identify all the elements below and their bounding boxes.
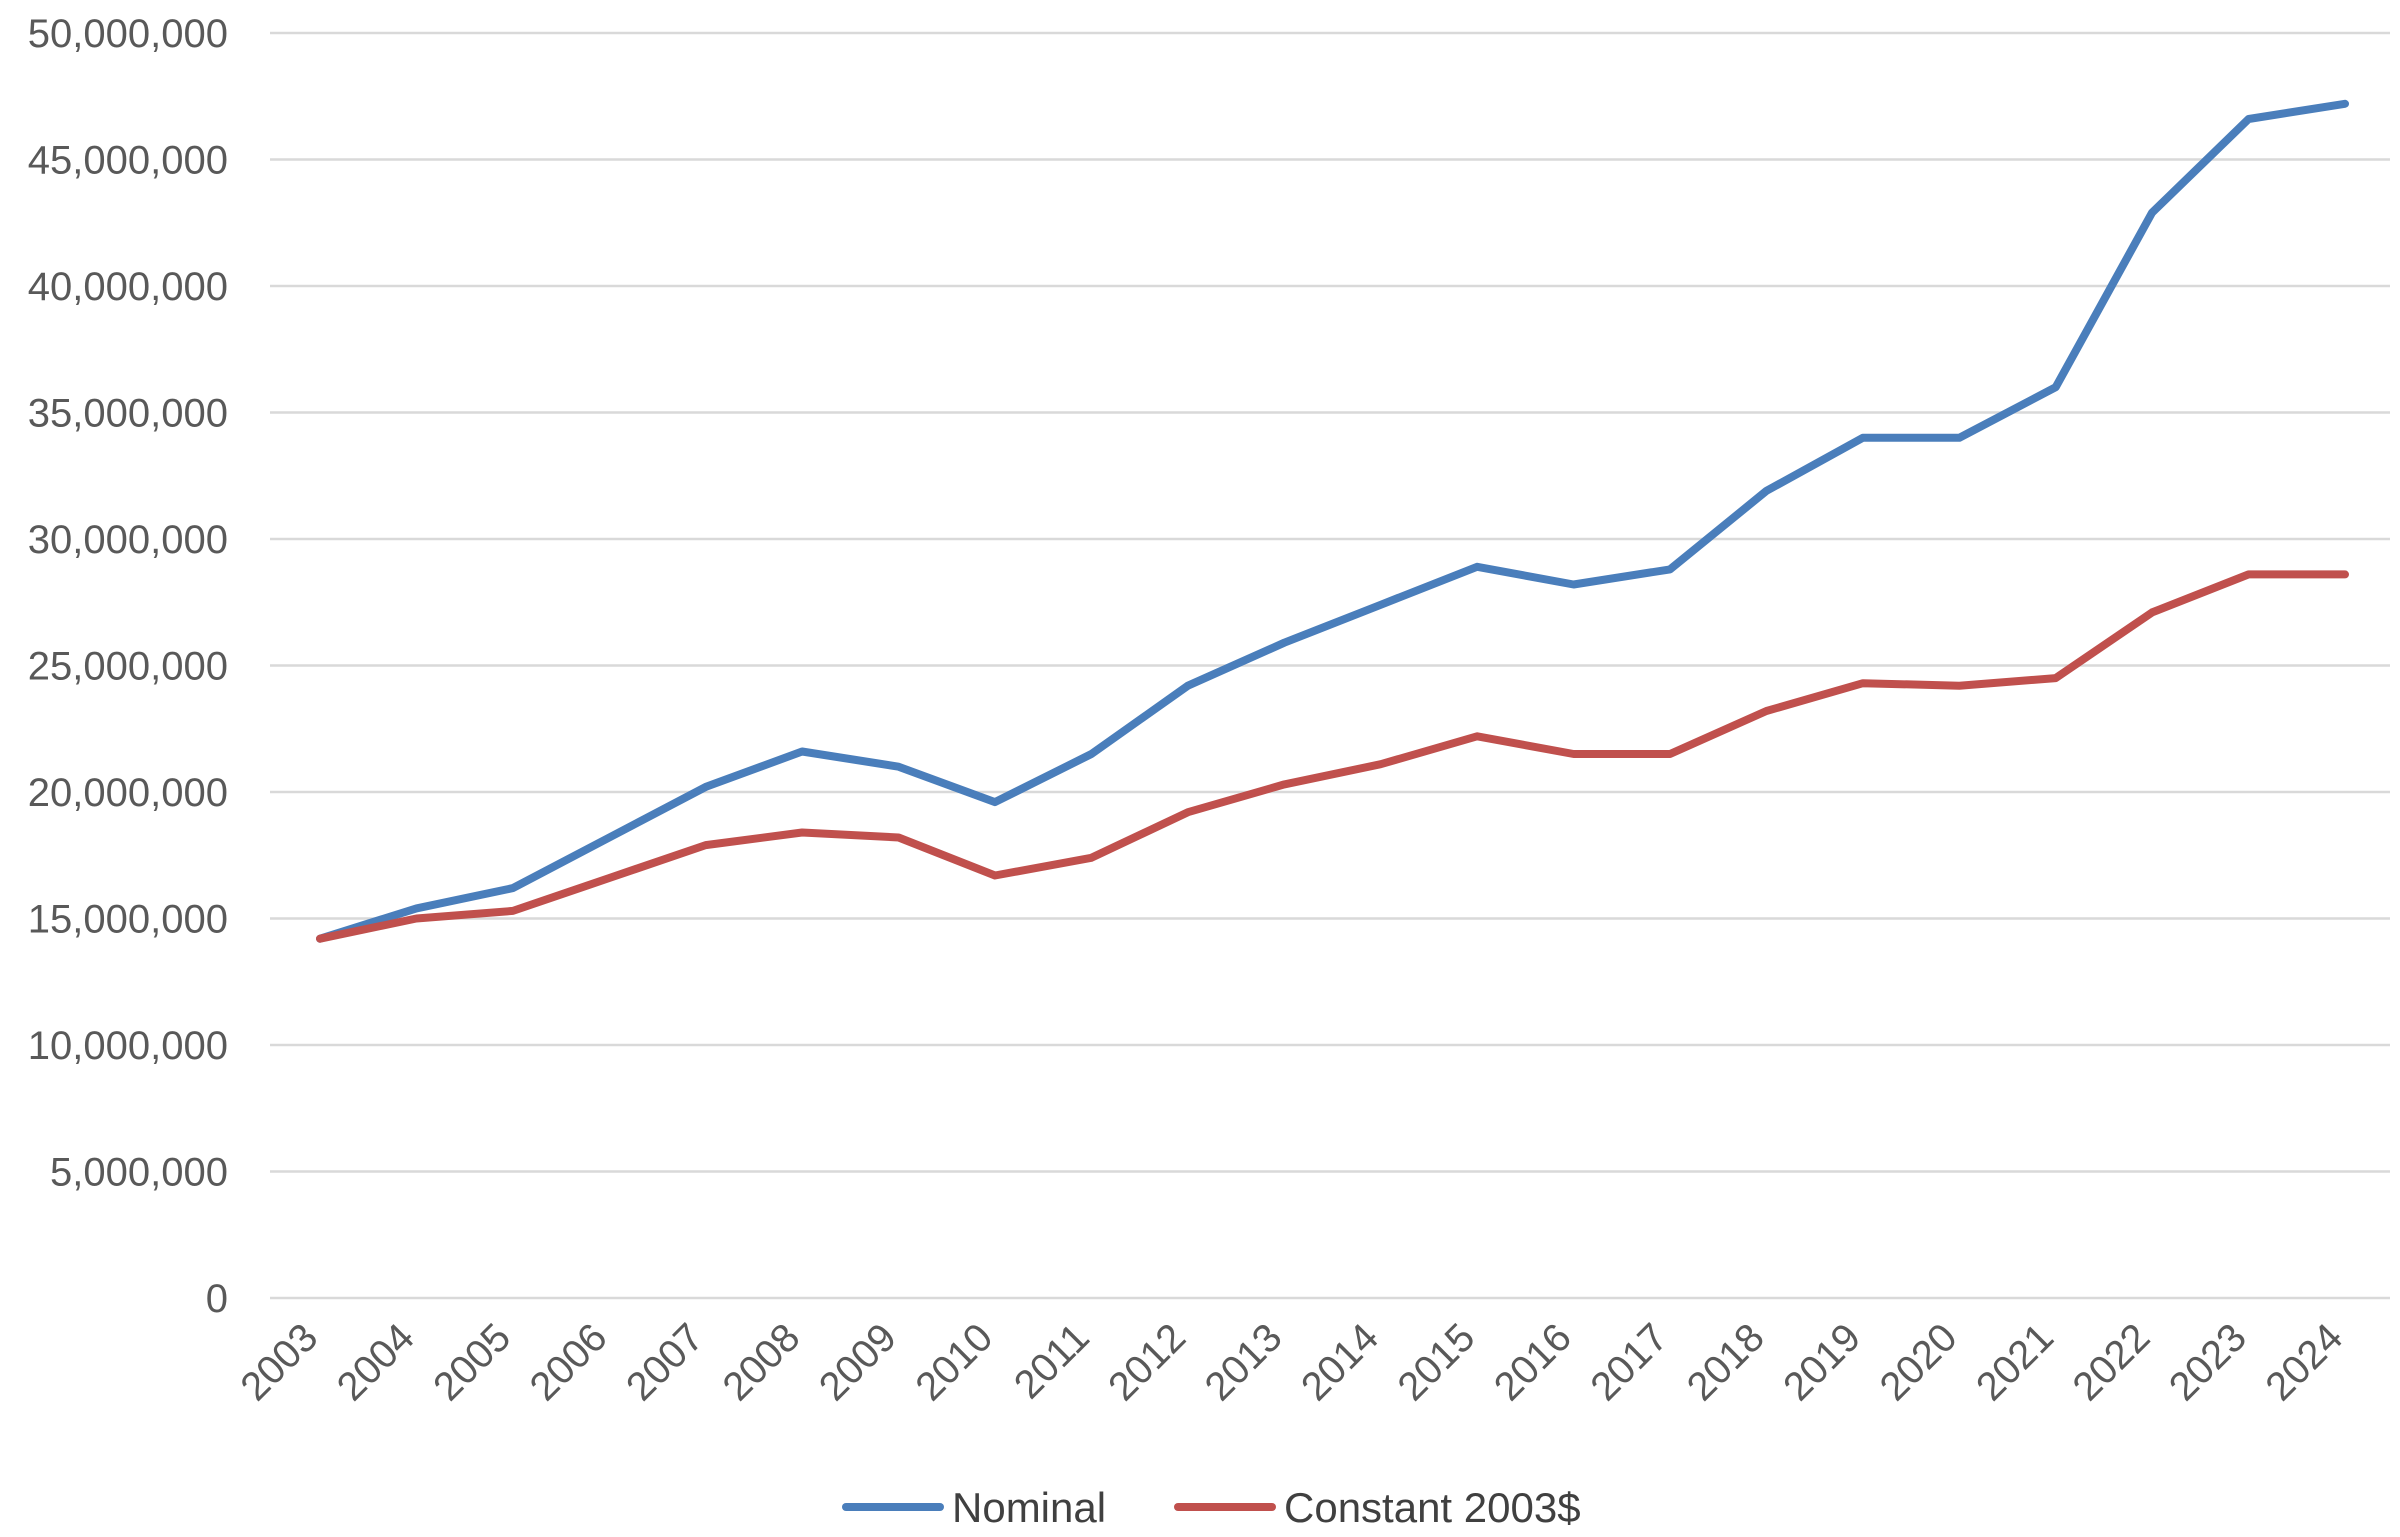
- x-tick-label: 2011: [1006, 1315, 1098, 1407]
- y-tick-label: 5,000,000: [50, 1151, 228, 1195]
- series-lines: [316, 99, 2349, 943]
- x-tick-label: 2018: [1679, 1315, 1773, 1409]
- x-tick-label: 2012: [1100, 1315, 1194, 1409]
- legend: Nominal Constant 2003$: [842, 1484, 1581, 1531]
- x-tick-label: 2008: [714, 1315, 808, 1409]
- x-tick-label: 2016: [1486, 1315, 1580, 1409]
- x-axis-ticks: 2003 2004 2005 2006 2007 2008 2009 2010 2011 2012…: [232, 1315, 2351, 1409]
- x-tick-label: 2023: [2161, 1315, 2255, 1409]
- gridlines: [270, 31, 2390, 1300]
- y-tick-label: 20,000,000: [28, 771, 228, 815]
- x-tick-label: 2006: [522, 1315, 616, 1409]
- x-tick-label: 2014: [1293, 1315, 1387, 1409]
- y-tick-label: 25,000,000: [28, 645, 228, 689]
- y-tick-label: 50,000,000: [28, 12, 228, 56]
- x-tick-label: 2009: [811, 1315, 905, 1409]
- y-axis-ticks: 0 5,000,000 10,000,000 15,000,000 20,000,000…: [28, 12, 228, 1321]
- x-tick-label: 2007: [618, 1315, 712, 1409]
- series-line-constant-2003: [316, 570, 2349, 943]
- y-tick-label: 10,000,000: [28, 1024, 228, 1068]
- x-tick-label: 2017: [1582, 1315, 1676, 1409]
- x-tick-label: 2004: [329, 1315, 423, 1409]
- x-tick-label: 2003: [232, 1315, 326, 1409]
- x-tick-label: 2005: [425, 1315, 519, 1409]
- y-tick-label: 35,000,000: [28, 392, 228, 436]
- x-tick-label: 2013: [1197, 1315, 1291, 1409]
- x-tick-label: 2022: [2064, 1315, 2158, 1409]
- x-tick-label: 2015: [1389, 1315, 1483, 1409]
- legend-label: Nominal: [952, 1484, 1106, 1531]
- series-line-nominal: [316, 99, 2349, 943]
- x-tick-label: 2010: [907, 1315, 1001, 1409]
- y-tick-label: 0: [206, 1277, 228, 1321]
- y-tick-label: 40,000,000: [28, 265, 228, 309]
- x-tick-label: 2024: [2257, 1315, 2351, 1409]
- x-tick-label: 2020: [1872, 1315, 1966, 1409]
- y-tick-label: 45,000,000: [28, 139, 228, 183]
- x-tick-label: 2021: [1968, 1315, 2062, 1409]
- y-tick-label: 30,000,000: [28, 518, 228, 562]
- x-tick-label: 2019: [1775, 1315, 1869, 1409]
- y-tick-label: 15,000,000: [28, 898, 228, 942]
- legend-label: Constant 2003$: [1284, 1484, 1581, 1531]
